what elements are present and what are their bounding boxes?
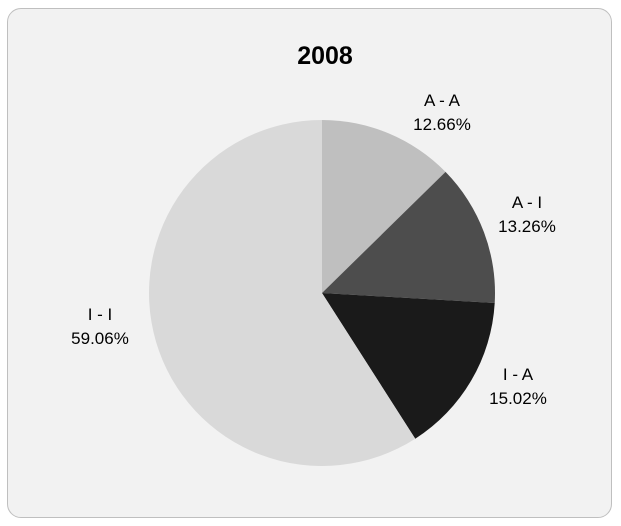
pie-slice-a-a	[322, 120, 446, 293]
pie-slice-i-i	[149, 120, 416, 467]
pie-slice-i-a	[322, 293, 495, 439]
slice-percent-label: 15.02%	[489, 389, 547, 408]
pie-slices	[149, 120, 495, 467]
chart-title: 2008	[297, 42, 353, 70]
slice-percent-label: 13.26%	[498, 217, 556, 236]
slice-category-label: I - A	[503, 365, 534, 384]
pie-labels: A - A 12.66% A - I 13.26% I - A 15.02% I - I 59…	[71, 91, 556, 408]
slice-category-label: I - I	[88, 305, 113, 324]
slice-percent-label: 59.06%	[71, 329, 129, 348]
slice-category-label: A - A	[424, 91, 461, 110]
slice-category-label: A - I	[512, 193, 542, 212]
pie-slice-a-i	[322, 171, 495, 303]
slice-percent-label: 12.66%	[413, 115, 471, 134]
